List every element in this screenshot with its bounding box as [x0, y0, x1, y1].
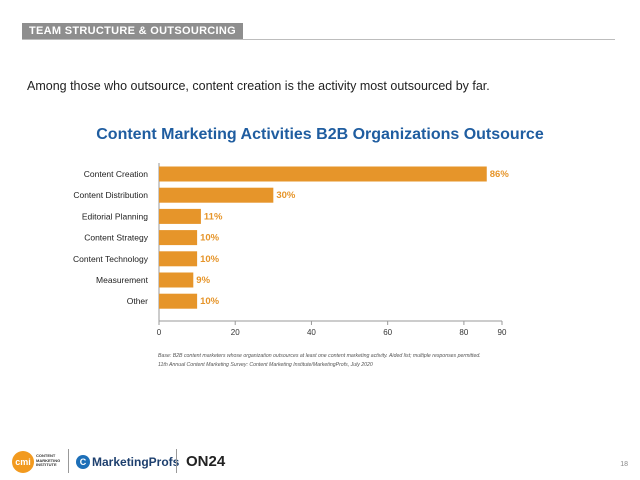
bar [159, 208, 201, 224]
category-label: Other [127, 296, 148, 306]
chart-title: Content Marketing Activities B2B Organiz… [96, 126, 544, 143]
bar-chart: Content Creation 86% Content Distribution 3… [73, 163, 510, 337]
data-label: 86% [490, 169, 510, 180]
data-label: 9% [196, 275, 210, 286]
x-tick-label: 20 [231, 328, 240, 337]
bar [159, 251, 198, 267]
bar [159, 272, 194, 288]
x-tick-label: 80 [459, 328, 468, 337]
category-label: Content Strategy [84, 233, 149, 243]
data-label: 10% [200, 233, 220, 244]
page-number: 18 [620, 461, 628, 468]
bar [159, 230, 198, 246]
category-label: Measurement [96, 275, 149, 285]
data-label: 10% [200, 296, 220, 307]
category-label: Content Technology [73, 254, 149, 264]
on24-logo: ON24 [186, 453, 226, 470]
x-tick-label: 90 [498, 328, 507, 337]
section-tab: TEAM STRUCTURE & OUTSOURCING [22, 23, 244, 40]
footnote: Base: B2B content marketers whose organi… [158, 352, 481, 370]
x-tick-label: 40 [307, 328, 316, 337]
bar [159, 187, 274, 203]
category-label: Content Creation [84, 169, 149, 179]
bar [159, 166, 487, 182]
section-divider [22, 39, 615, 40]
data-label: 11% [204, 211, 223, 222]
logo-separator [68, 449, 69, 473]
cmi-logo-icon: cmi [12, 451, 34, 473]
footnote-source: 11th Annual Content Marketing Survey: Co… [158, 362, 373, 368]
footnote-base: Base: B2B content marketers whose organi… [158, 353, 481, 359]
data-label: 10% [200, 254, 220, 265]
cmi-logo-text: CONTENT MARKETING INSTITUTE [36, 453, 61, 467]
x-tick-label: 60 [383, 328, 392, 337]
data-label: 30% [276, 190, 296, 201]
category-label: Content Distribution [73, 190, 148, 200]
bar [159, 293, 198, 309]
logo-separator [176, 449, 177, 473]
x-tick-label: 0 [157, 328, 162, 337]
marketingprofs-logo-text: MarketingProfs [92, 455, 180, 469]
category-label: Editorial Planning [82, 211, 148, 221]
marketingprofs-logo-icon: C [76, 455, 90, 469]
intro-text: Among those who outsource, content creat… [27, 79, 490, 93]
